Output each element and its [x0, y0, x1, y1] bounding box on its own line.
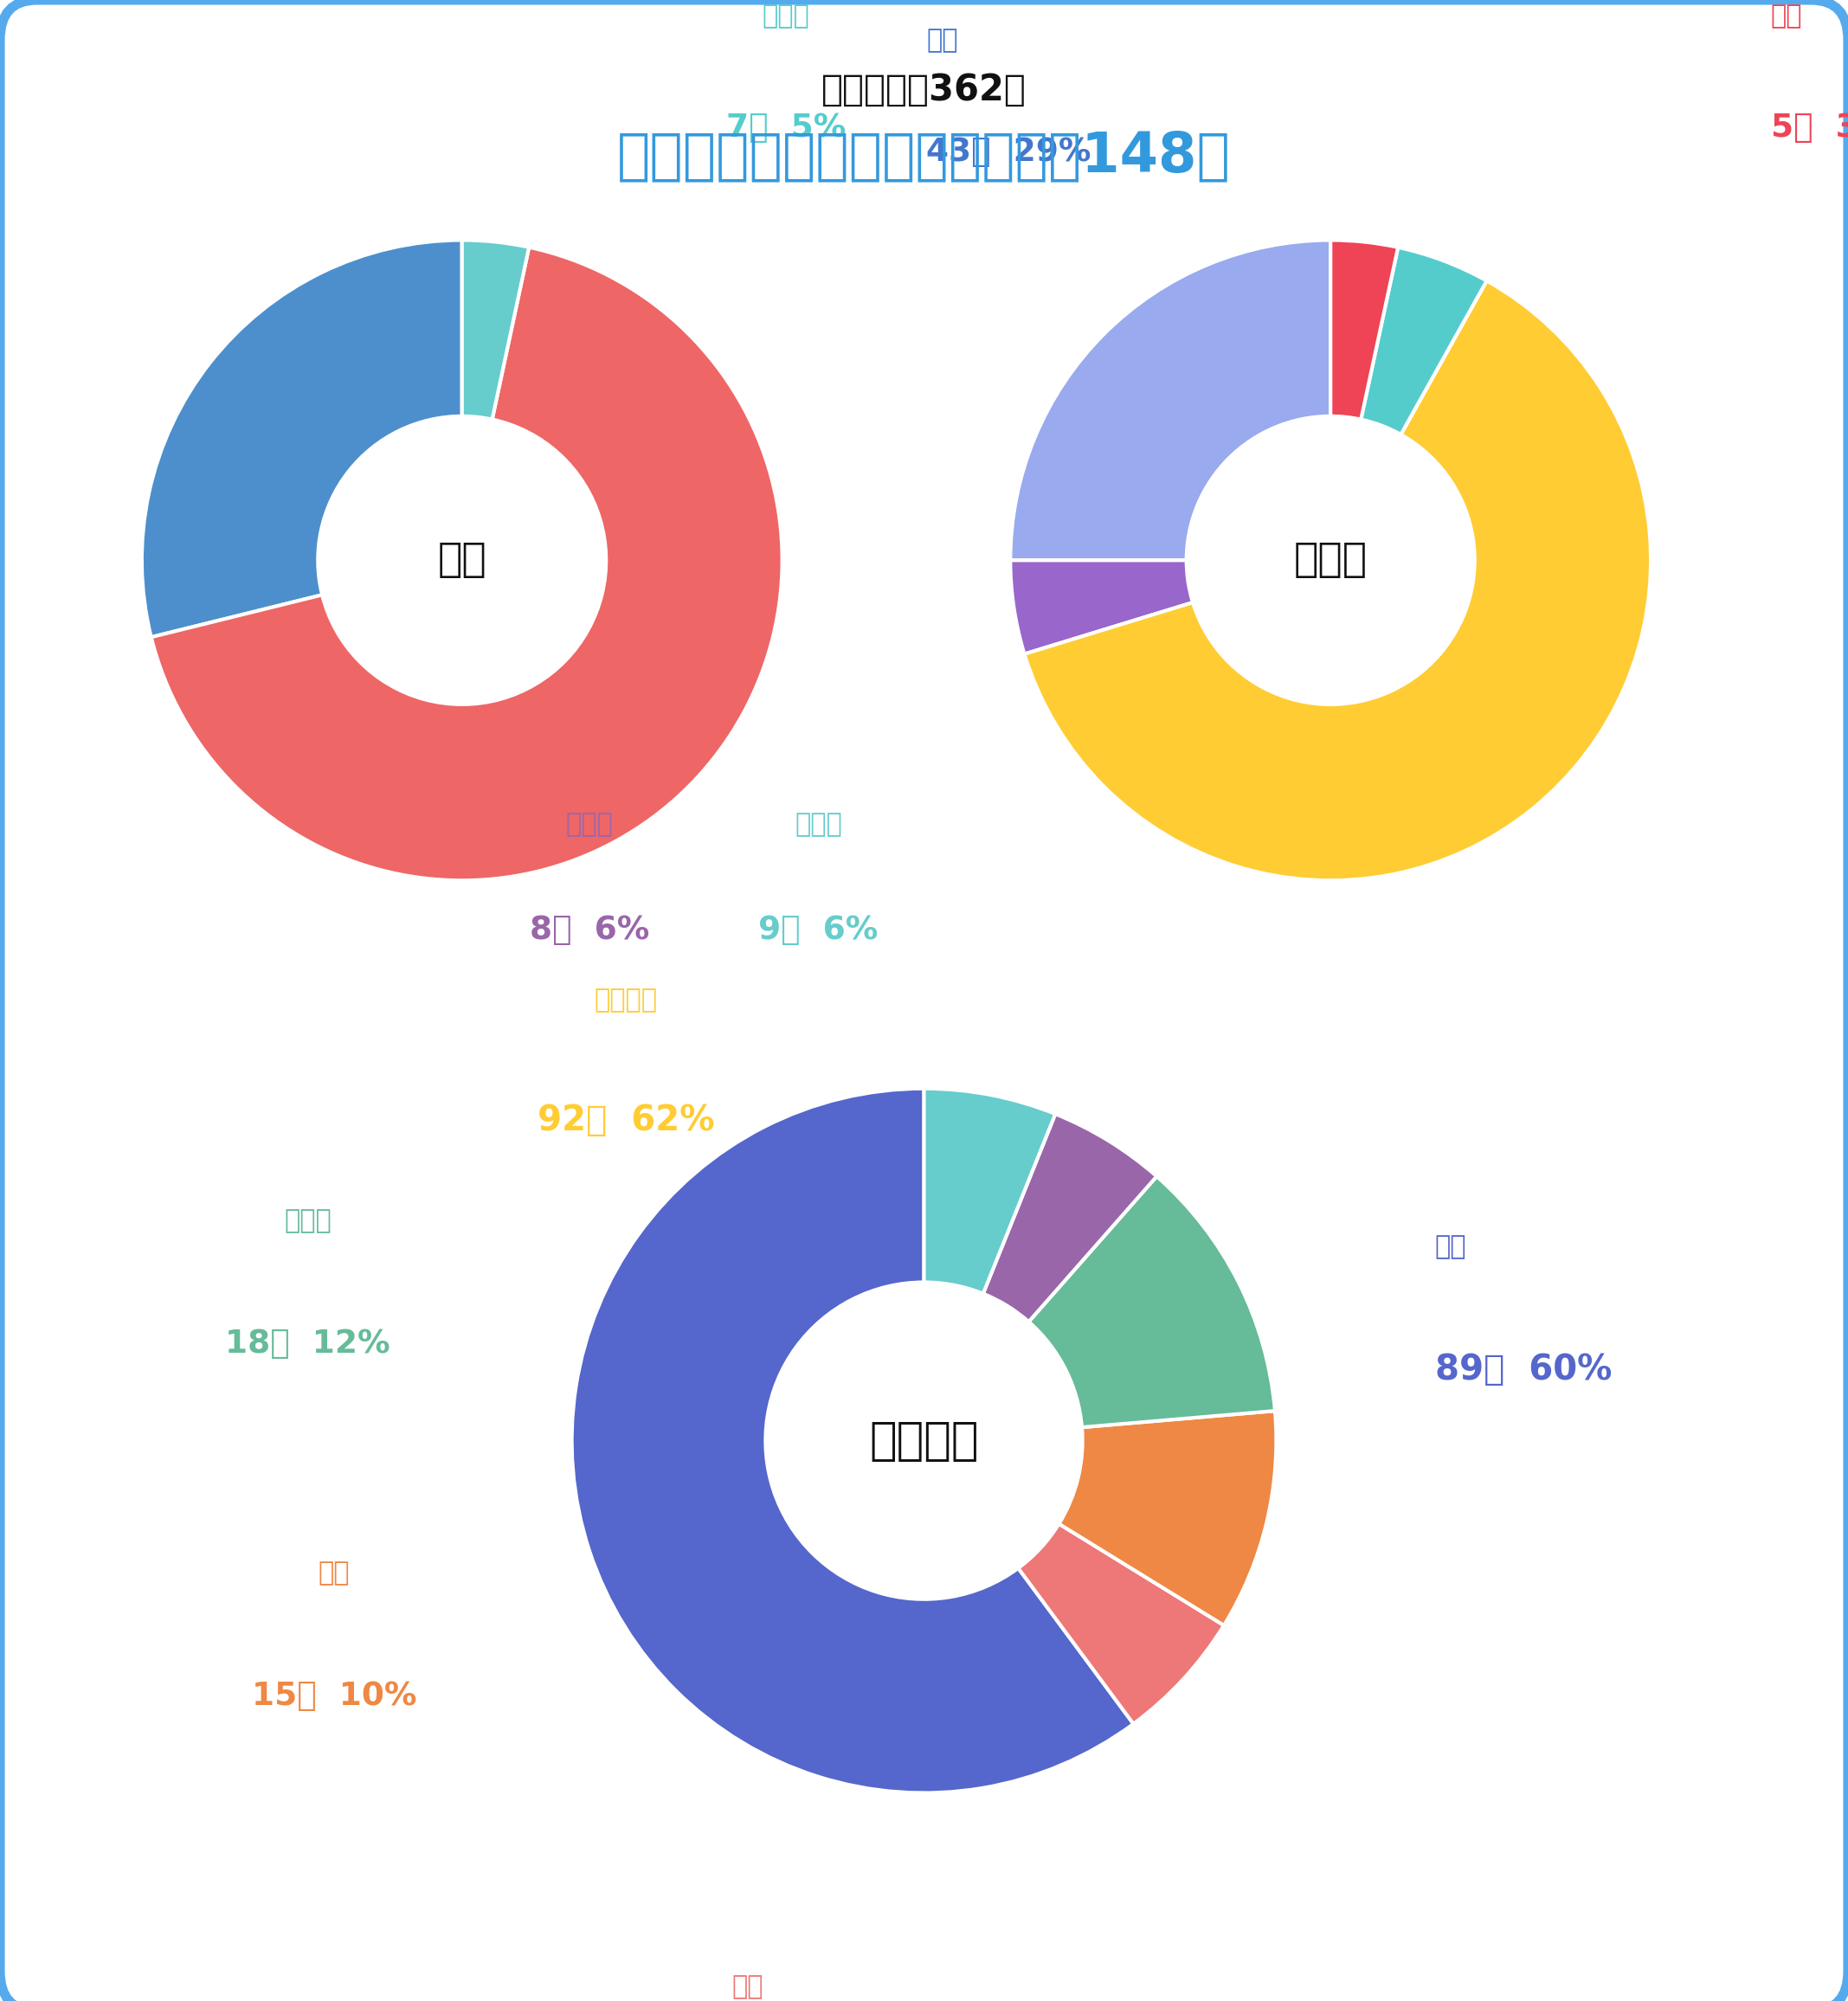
Text: アンケートに回答してくれた人148人: アンケートに回答してくれた人148人 [617, 130, 1231, 182]
Text: 神奈川: 神奈川 [285, 1209, 331, 1233]
Text: 未記入: 未記入 [763, 4, 809, 28]
Text: 年代別: 年代別 [1294, 540, 1368, 580]
Text: 幼年: 幼年 [1770, 4, 1802, 28]
Text: 東京: 東京 [1434, 1235, 1465, 1259]
Text: 男姓: 男姓 [926, 28, 957, 52]
Text: 15人  10%: 15人 10% [251, 1681, 416, 1711]
Text: 住まい別: 住まい別 [869, 1419, 979, 1463]
Wedge shape [1024, 280, 1650, 880]
Wedge shape [152, 248, 782, 880]
Text: 性別: 性別 [438, 540, 486, 580]
Wedge shape [1059, 1411, 1277, 1625]
Wedge shape [1011, 240, 1331, 560]
Text: 89人  60%: 89人 60% [1434, 1353, 1611, 1387]
Wedge shape [1018, 1525, 1223, 1725]
Text: 9人  6%: 9人 6% [758, 914, 878, 946]
Wedge shape [924, 1089, 1055, 1295]
Text: 92人  62%: 92人 62% [538, 1103, 715, 1139]
Wedge shape [462, 240, 529, 420]
Text: 18人  12%: 18人 12% [225, 1329, 390, 1359]
Text: 千葉: 千葉 [318, 1561, 349, 1585]
Wedge shape [1360, 248, 1488, 434]
Text: 43人  29%: 43人 29% [926, 136, 1090, 168]
Text: それ以上: それ以上 [595, 988, 658, 1013]
Wedge shape [1029, 1177, 1275, 1427]
Wedge shape [142, 240, 462, 636]
Wedge shape [983, 1115, 1157, 1323]
Text: 5人  3%: 5人 3% [1770, 112, 1848, 144]
Text: 8人  6%: 8人 6% [530, 914, 649, 946]
Text: 会場来場者362人: 会場来場者362人 [822, 72, 1026, 108]
Text: 未記入: 未記入 [795, 812, 843, 836]
Wedge shape [1011, 560, 1192, 654]
Wedge shape [1331, 240, 1399, 420]
Text: その他: その他 [565, 812, 614, 836]
Text: 埼玉: 埼玉 [732, 1975, 763, 1999]
Wedge shape [571, 1089, 1133, 1793]
Text: 7人  5%: 7人 5% [726, 112, 846, 144]
